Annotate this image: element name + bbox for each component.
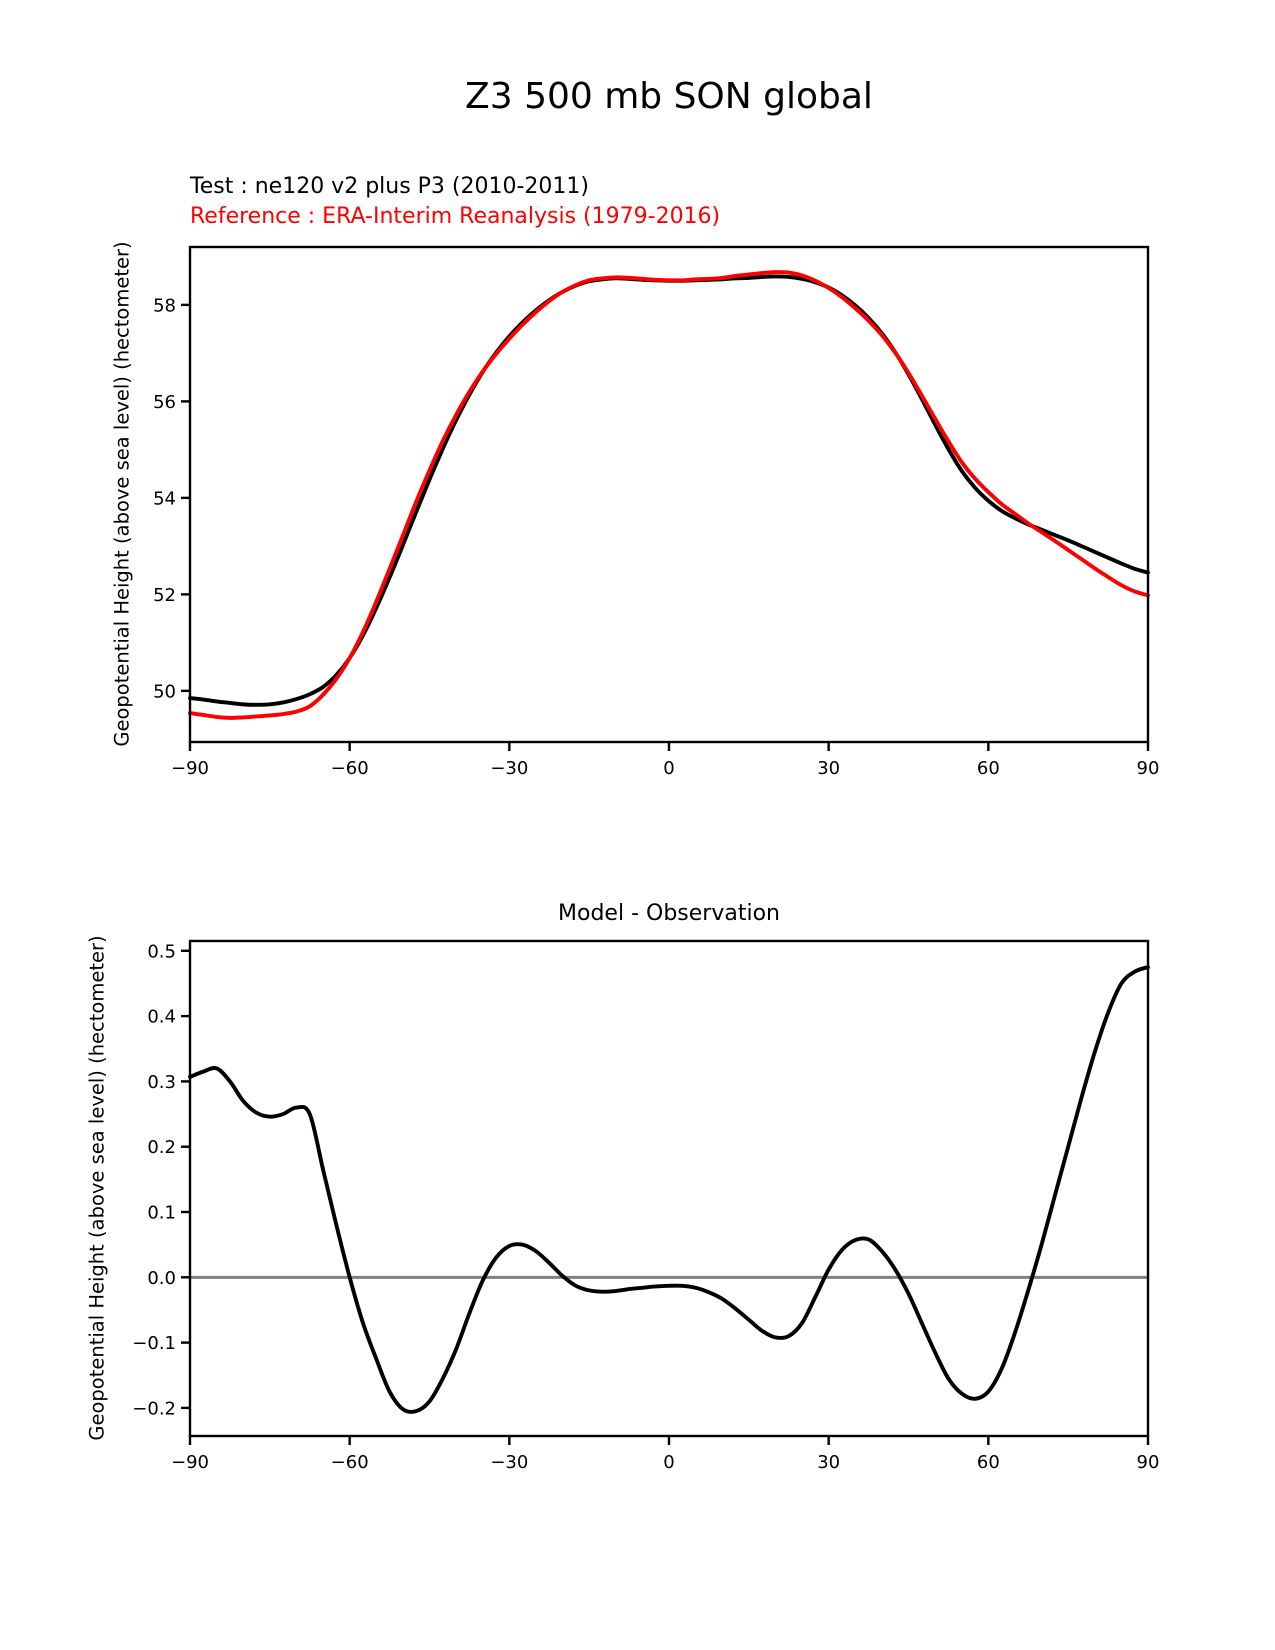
x-tick-label: −30 bbox=[490, 758, 528, 779]
y-tick-label: 56 bbox=[153, 392, 176, 413]
y-tick-label: 0.2 bbox=[147, 1137, 176, 1158]
x-tick-label: −30 bbox=[490, 1452, 528, 1473]
test-curve bbox=[188, 274, 1150, 707]
x-tick-label: −60 bbox=[331, 758, 369, 779]
x-tick-label: 60 bbox=[977, 1452, 1000, 1473]
x-tick-label: −60 bbox=[331, 1452, 369, 1473]
y-tick-label: 58 bbox=[153, 295, 176, 316]
difference-curve bbox=[188, 965, 1150, 1414]
x-tick-label: 90 bbox=[1137, 1452, 1160, 1473]
difference-chart: −90 −60 −30 0 30 60 90 0.5 0.4 0.3 0.2 0.1 0.0 −0.1 −0… bbox=[132, 939, 1160, 1473]
test-label: Test : ne120 v2 plus P3 (2010-2011) bbox=[190, 174, 590, 199]
x-tick-label: 30 bbox=[817, 1452, 840, 1473]
x-tick-label: 0 bbox=[663, 758, 674, 779]
y-tick-label: −0.2 bbox=[132, 1398, 176, 1419]
x-tick-label: 60 bbox=[977, 758, 1000, 779]
y-tick-label: 0.1 bbox=[147, 1203, 176, 1224]
y-tick-label: 0.3 bbox=[147, 1072, 176, 1093]
reference-curve bbox=[188, 270, 1150, 720]
y-tick-label: 0.4 bbox=[147, 1007, 176, 1028]
x-tick-label: 30 bbox=[817, 758, 840, 779]
y-tick-label: 0.0 bbox=[147, 1268, 176, 1289]
y-tick-label: 0.5 bbox=[147, 941, 176, 962]
x-tick-label: 90 bbox=[1137, 758, 1160, 779]
axes-frame bbox=[188, 245, 1150, 744]
y-tick-label: −0.1 bbox=[132, 1333, 176, 1354]
x-tick-label: 0 bbox=[663, 1452, 674, 1473]
difference-chart-title: Model - Observation bbox=[558, 901, 780, 926]
x-tick-label: −90 bbox=[171, 758, 209, 779]
reference-label: Reference : ERA-Interim Reanalysis (1979… bbox=[190, 204, 721, 229]
y-tick-label: 52 bbox=[153, 585, 176, 606]
x-tick-label: −90 bbox=[171, 1452, 209, 1473]
y-tick-label: 50 bbox=[153, 681, 176, 702]
y-tick-label: 54 bbox=[153, 488, 176, 509]
figure-title: Z3 500 mb SON global bbox=[465, 76, 873, 117]
top-chart: −90 −60 −30 0 30 60 90 50 52 54 56 58 bbox=[153, 245, 1160, 779]
